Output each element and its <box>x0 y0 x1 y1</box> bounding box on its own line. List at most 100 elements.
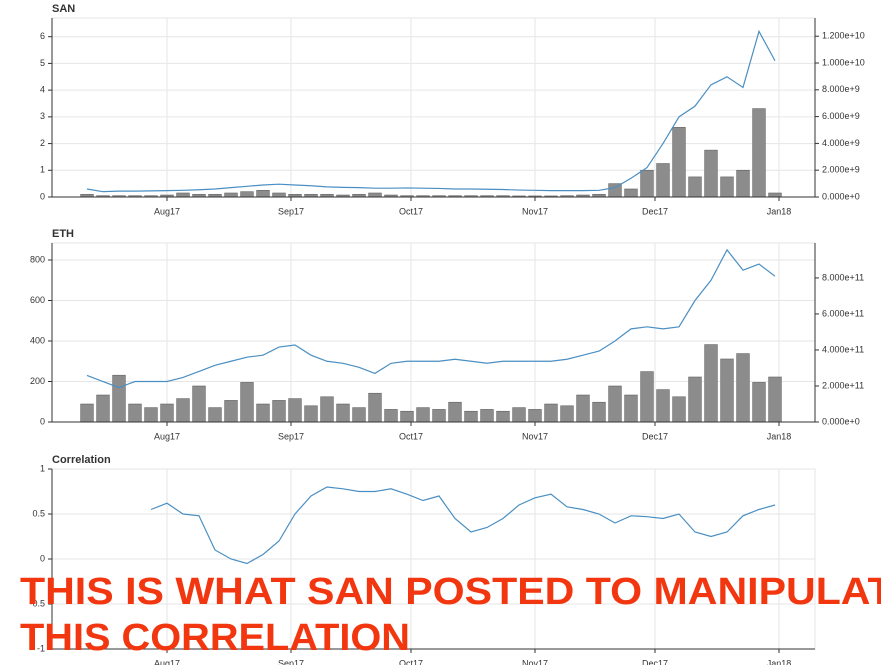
chart-title: ETH <box>52 228 74 240</box>
bar <box>720 176 734 198</box>
y-tick-label: 2 <box>40 138 45 148</box>
y-tick-label: 0.5 <box>32 508 45 518</box>
bar <box>256 403 270 423</box>
x-tick-label: Oct17 <box>399 431 423 441</box>
bar <box>656 389 670 423</box>
bar <box>624 394 638 423</box>
bar <box>384 409 398 423</box>
bar <box>288 398 302 423</box>
y-tick-label: 3 <box>40 111 45 121</box>
x-tick-label: Sep17 <box>278 658 304 665</box>
annotation: THIS CORRELATION <box>20 617 410 659</box>
bar <box>688 176 702 198</box>
bar <box>96 394 110 423</box>
x-tick-label: Jan18 <box>767 206 792 216</box>
y-tick-label: 0 <box>40 416 45 426</box>
bar <box>752 382 766 423</box>
x-tick-label: Nov17 <box>522 431 548 441</box>
bar <box>368 392 382 423</box>
x-tick-label: Dec17 <box>642 206 668 216</box>
bar <box>608 385 622 423</box>
bar <box>624 188 638 198</box>
bar <box>272 400 286 423</box>
x-tick-label: Nov17 <box>522 658 548 665</box>
bar <box>560 405 574 423</box>
chart-title: Correlation <box>52 454 111 466</box>
y2-tick-label: 0.000e+0 <box>822 416 860 426</box>
bar <box>544 403 558 423</box>
chart-title: SAN <box>52 3 75 15</box>
bar <box>192 385 206 423</box>
bar <box>160 403 174 423</box>
line <box>86 248 776 389</box>
bar <box>208 407 222 423</box>
y2-tick-label: 2.000e+9 <box>822 165 860 175</box>
bar <box>528 409 542 423</box>
bar <box>464 410 478 423</box>
bar <box>496 410 510 423</box>
y2-tick-label: 4.000e+9 <box>822 138 860 148</box>
bar <box>112 374 126 423</box>
x-tick-label: Jan18 <box>767 658 792 665</box>
bar <box>304 405 318 423</box>
x-tick-label: Aug17 <box>154 206 180 216</box>
y2-tick-label: 8.000e+9 <box>822 84 860 94</box>
bar <box>400 410 414 423</box>
bar <box>736 169 750 198</box>
y-tick-label: 400 <box>30 335 45 345</box>
x-tick-label: Sep17 <box>278 431 304 441</box>
bar <box>336 403 350 423</box>
y2-tick-label: 0.000e+0 <box>822 191 860 201</box>
bar <box>80 403 94 423</box>
bar <box>672 396 686 423</box>
x-tick-label: Nov17 <box>522 206 548 216</box>
bar <box>272 192 286 198</box>
bar <box>672 127 686 198</box>
bar <box>480 409 494 423</box>
bar <box>256 190 270 198</box>
bar <box>128 403 142 423</box>
line <box>150 486 776 565</box>
bar <box>368 192 382 198</box>
y-tick-label: 1 <box>40 165 45 175</box>
bar <box>688 376 702 423</box>
bar <box>352 407 366 423</box>
bar <box>224 400 238 423</box>
y-tick-label: 0 <box>40 553 45 563</box>
bar <box>704 344 718 423</box>
y-tick-label: -1 <box>37 643 45 653</box>
bar <box>720 358 734 423</box>
y2-tick-label: 1.200e+10 <box>822 31 865 41</box>
x-tick-label: Oct17 <box>399 206 423 216</box>
y-tick-label: 6 <box>40 31 45 41</box>
bar <box>640 371 654 423</box>
bar <box>224 192 238 198</box>
bar <box>640 169 654 198</box>
y-tick-label: 0 <box>40 191 45 201</box>
bar <box>240 382 254 423</box>
y2-tick-label: 4.000e+11 <box>822 344 864 354</box>
bar <box>176 398 190 423</box>
y2-tick-label: 6.000e+9 <box>822 111 860 121</box>
y-tick-label: 200 <box>30 376 45 386</box>
y-tick-label: 600 <box>30 295 45 305</box>
x-tick-label: Oct17 <box>399 658 423 665</box>
y-tick-label: 800 <box>30 254 45 264</box>
bar <box>576 394 590 423</box>
bar <box>416 407 430 423</box>
bar <box>144 407 158 423</box>
bar <box>592 401 606 423</box>
y2-tick-label: 6.000e+11 <box>822 308 864 318</box>
x-tick-label: Sep17 <box>278 206 304 216</box>
charts: Aug17 Sep17 Oct17 Nov17 Dec17 Jan18 0 1 2 3 4 5 6 0.0… <box>29 3 864 665</box>
x-tick-label: Dec17 <box>642 658 668 665</box>
bar <box>240 191 254 198</box>
x-tick-label: Dec17 <box>642 431 668 441</box>
bar <box>176 192 190 198</box>
bar <box>768 192 782 198</box>
line <box>86 29 776 193</box>
bar <box>752 108 766 198</box>
y-tick-label: 4 <box>40 85 45 95</box>
bar <box>320 396 334 423</box>
